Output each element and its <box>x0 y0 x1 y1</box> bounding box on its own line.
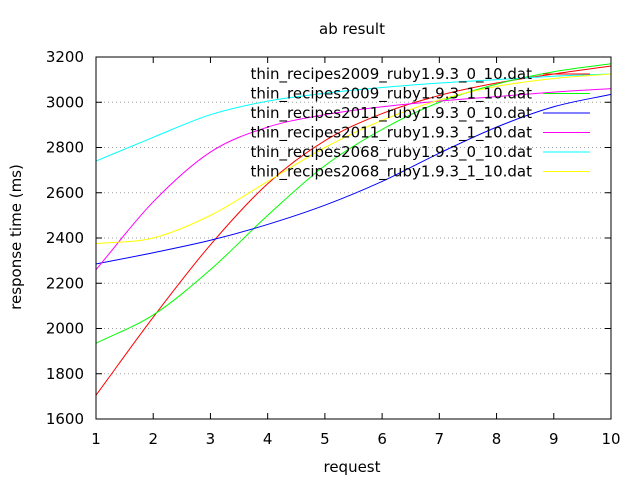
y-tick-label: 3000 <box>46 93 84 111</box>
x-tick-label: 2 <box>148 430 158 448</box>
x-axis-label: request <box>323 458 380 476</box>
y-tick-label: 3200 <box>46 48 84 66</box>
x-tick-label: 3 <box>206 430 216 448</box>
legend-label: thin_recipes2009_ruby1.9.3_0_10.dat <box>250 65 532 84</box>
x-tick-label: 10 <box>601 430 620 448</box>
y-tick-label: 1800 <box>46 365 84 383</box>
series-line-6 <box>95 73 612 245</box>
y-tick-label: 2000 <box>46 320 84 338</box>
y-tick-label: 2400 <box>46 229 84 247</box>
axes: 1600 1800 2000 2200 2400 2600 2800 3000 3200 1 2 3 4… <box>46 48 621 448</box>
x-tick-label: 9 <box>549 430 559 448</box>
x-tick-label: 5 <box>320 430 330 448</box>
chart-title: ab result <box>319 20 385 38</box>
series-line-5 <box>95 73 612 162</box>
x-tick-label: 1 <box>91 430 101 448</box>
series-layer <box>95 63 612 396</box>
legend-label: thin_recipes2068_ruby1.9.3_1_10.dat <box>250 163 532 182</box>
y-tick-label: 2200 <box>46 274 84 292</box>
y-axis-label: response time (ms) <box>7 164 25 310</box>
legend-label: thin_recipes2068_ruby1.9.3_0_10.dat <box>250 143 532 162</box>
legend-label: thin_recipes2011_ruby1.9.3_0_10.dat <box>250 104 532 123</box>
series-line-3 <box>95 93 612 265</box>
x-tick-label: 8 <box>492 430 502 448</box>
legend: thin_recipes2009_ruby1.9.3_0_10.datthin_… <box>250 65 590 182</box>
legend-label: thin_recipes2009_ruby1.9.3_1_10.dat <box>250 85 532 104</box>
x-tick-label: 4 <box>263 430 273 448</box>
legend-label: thin_recipes2011_ruby1.9.3_1_10.dat <box>250 124 532 143</box>
x-tick-label: 7 <box>435 430 445 448</box>
x-tick-label: 6 <box>377 430 387 448</box>
series-line-4 <box>95 88 612 270</box>
y-tick-label: 2800 <box>46 139 84 157</box>
y-tick-label: 2600 <box>46 184 84 202</box>
y-tick-label: 1600 <box>46 410 84 428</box>
